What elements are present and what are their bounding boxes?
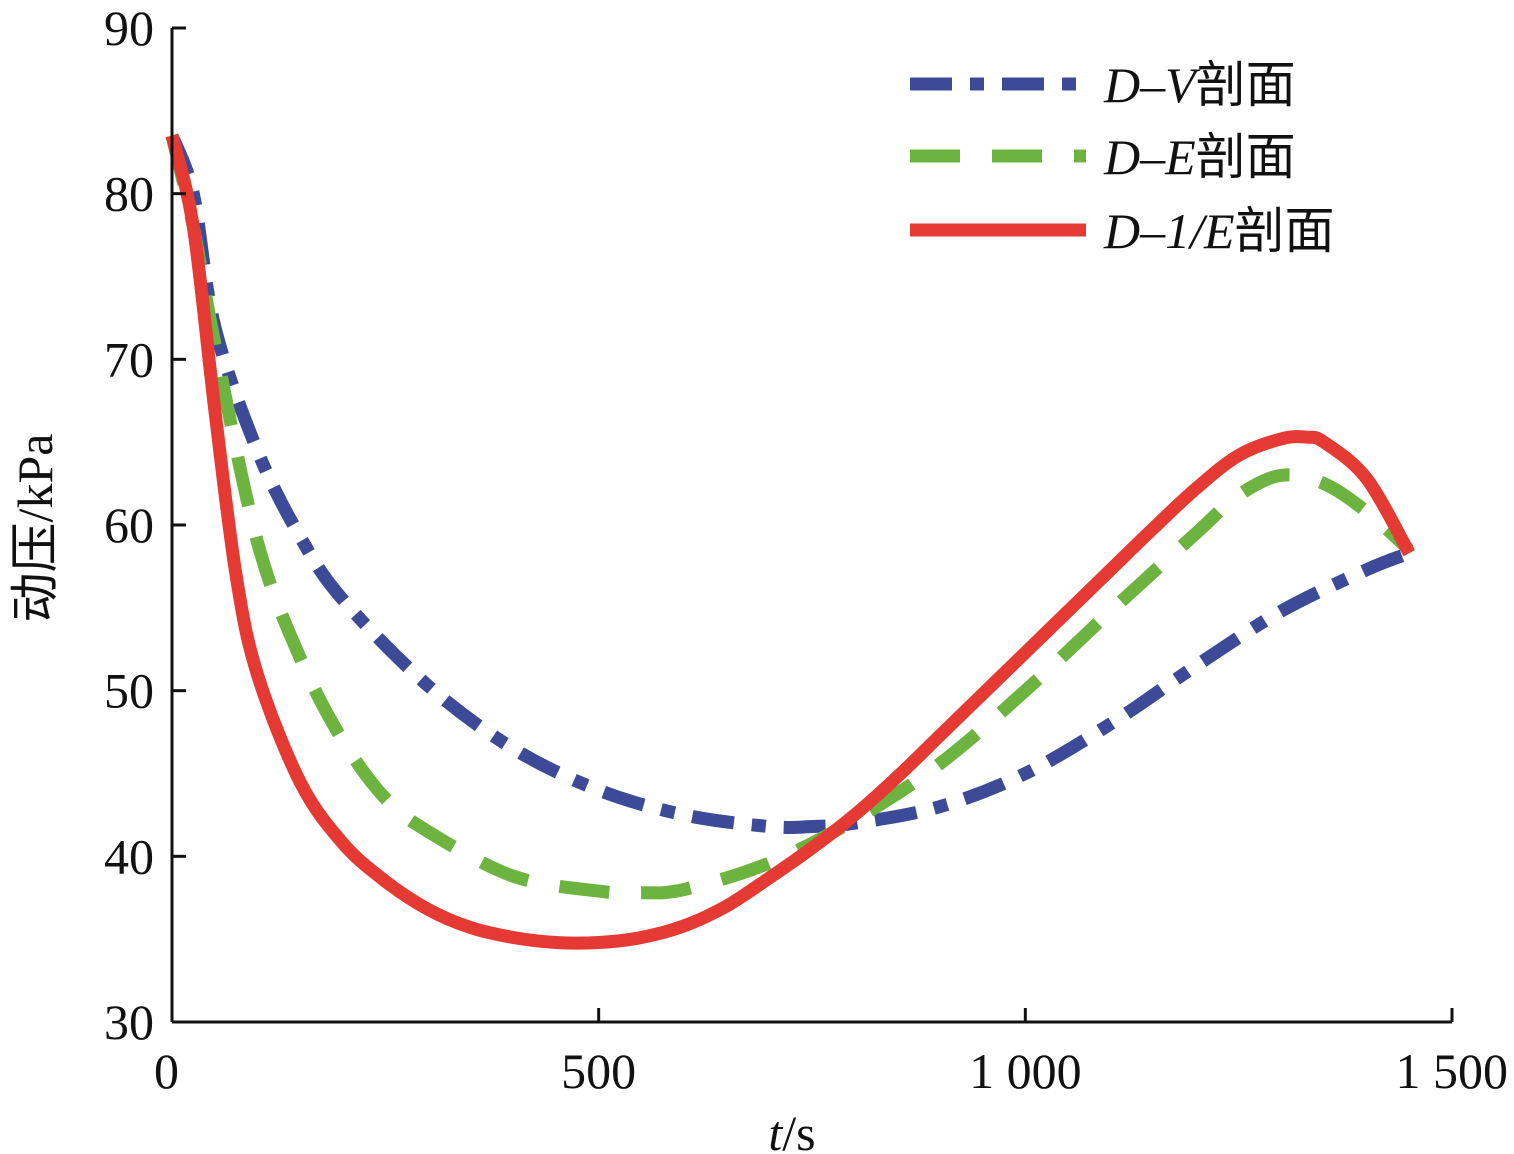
x-axis-title: t/s [768, 1105, 815, 1154]
axes: 30 40 50 60 70 80 90 0 500 1 000 1 500 [104, 0, 1508, 1099]
y-tick-label: 60 [104, 497, 154, 553]
x-ticks: 0 500 1 000 1 500 [154, 1008, 1508, 1099]
x-tick-label: 1 500 [1396, 1043, 1509, 1099]
y-tick-label: 30 [104, 994, 154, 1050]
x-tick-label: 1 000 [969, 1043, 1082, 1099]
x-tick-label: 0 [154, 1043, 179, 1099]
legend-label-3: D–1/E剖面 [1103, 203, 1335, 259]
y-tick-label: 70 [104, 331, 154, 387]
y-tick-label: 90 [104, 0, 154, 56]
x-tick-label: 500 [561, 1043, 636, 1099]
plot-lines [165, 133, 1415, 950]
legend-label-2: D–E剖面 [1103, 129, 1296, 185]
legend: D–V剖面 D–E剖面 D–1/E剖面 [910, 57, 1335, 259]
legend-label-1: D–V剖面 [1103, 57, 1296, 113]
y-ticks: 30 40 50 60 70 80 90 [104, 0, 186, 1050]
series-line-1 [165, 133, 1412, 834]
y-tick-label: 40 [104, 828, 154, 884]
y-tick-label: 80 [104, 166, 154, 222]
series-line-3 [165, 134, 1415, 950]
y-tick-label: 50 [104, 663, 154, 719]
series-line-2 [165, 134, 1414, 900]
y-axis-title: 动压/kPa [7, 434, 63, 623]
